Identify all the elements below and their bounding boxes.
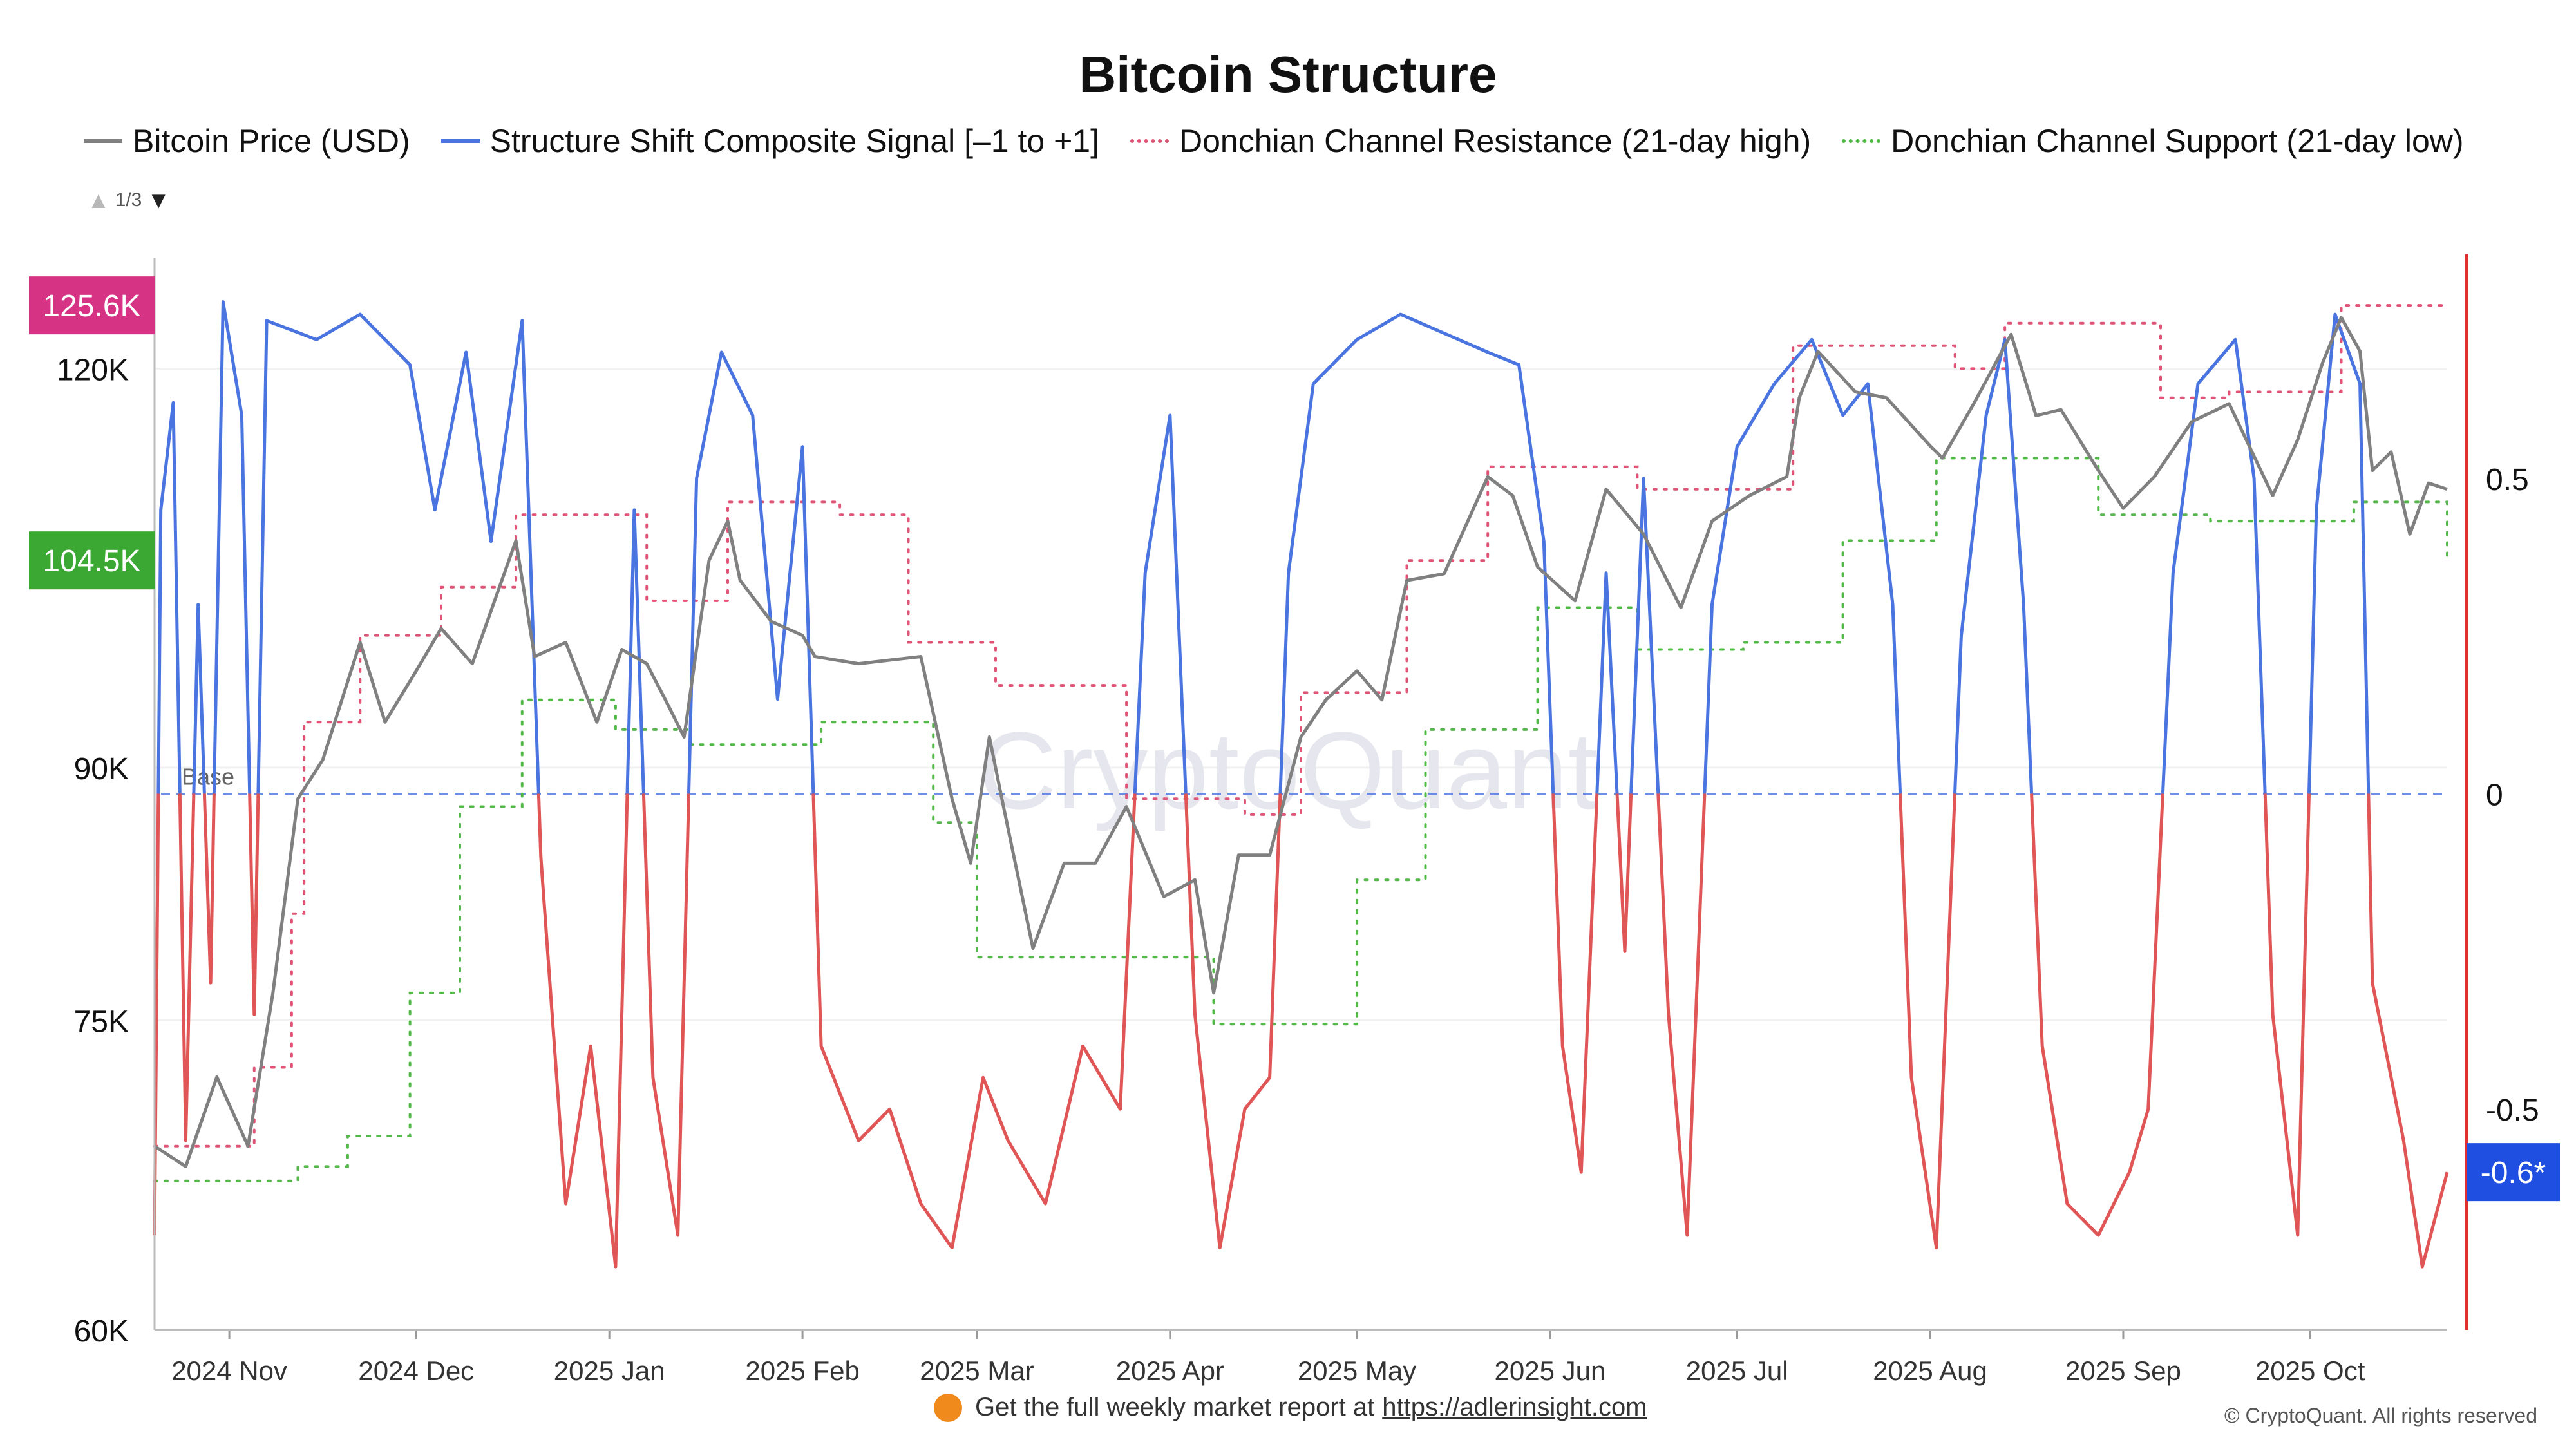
legend-label-resistance: Donchian Channel Resistance (21-day high… <box>1179 123 1812 159</box>
signal-line-negative <box>1615 793 1633 953</box>
price-line <box>153 316 2448 1168</box>
signal-line-negative <box>1899 793 1956 1250</box>
signal-line-negative <box>202 793 216 985</box>
grid-layer <box>155 367 2447 1331</box>
resistance-marker-label: 125.6K <box>43 289 140 323</box>
signal-line-positive <box>1703 337 1902 794</box>
x-tick-label-6: 2025 May <box>1298 1356 1416 1386</box>
support-line <box>153 457 2448 1182</box>
signal-line-positive <box>156 401 182 794</box>
signal-line-negative <box>811 793 1137 1250</box>
legend-swatch-signal <box>440 139 480 143</box>
x-tick-label-1: 2024 Dec <box>358 1356 474 1386</box>
signal-line-negative <box>536 793 629 1269</box>
x-tick-label-3: 2025 Feb <box>745 1356 859 1386</box>
y-tick-right-1: 0 <box>2486 779 2503 813</box>
footer-text: Get the full weekly market report at <box>975 1393 1375 1421</box>
signal-line-negative <box>2367 793 2449 1269</box>
x-tick-label-5: 2025 Apr <box>1116 1356 1224 1386</box>
pager-label: 1/3 <box>115 189 142 211</box>
legend-item-resistance[interactable]: Donchian Channel Resistance (21-day high… <box>1130 122 1811 160</box>
legend-label-signal: Structure Shift Composite Signal [–1 to … <box>489 123 1099 159</box>
x-tick-label-9: 2025 Aug <box>1873 1356 1987 1386</box>
signal-line-positive <box>687 350 815 794</box>
y-tick-left-1: 75K <box>74 1005 129 1039</box>
x-tick-label-10: 2025 Sep <box>2065 1356 2181 1386</box>
base-label: Base <box>182 764 234 790</box>
signal-marker-box <box>2467 1143 2560 1202</box>
legend-label-support: Donchian Channel Support (21-day low) <box>1891 123 2464 159</box>
signal-line-positive <box>212 300 252 794</box>
legend-item-signal[interactable]: Structure Shift Composite Signal [–1 to … <box>440 122 1099 160</box>
y-tick-left-3: 120K <box>57 353 129 387</box>
footer: Get the full weekly market report at htt… <box>934 1393 1647 1422</box>
marker-layer: 125.6K 104.5K -0.6* <box>29 276 2560 1202</box>
support-marker-box <box>29 531 155 590</box>
resistance-marker-box <box>29 276 155 335</box>
footer-link[interactable]: https://adlerinsight.com <box>1382 1393 1647 1421</box>
copyright: © CryptoQuant. All rights reserved <box>2224 1404 2537 1427</box>
watermark: CryptoQuant <box>978 710 1598 832</box>
legend-swatch-resistance <box>1130 139 1169 143</box>
y-tick-right-0: 0.5 <box>2486 463 2529 497</box>
x-tick-label-7: 2025 Jun <box>1495 1356 1606 1386</box>
signal-line-positive <box>1953 337 2034 794</box>
signal-line-positive <box>1278 312 1555 794</box>
x-tick-label-2: 2025 Jan <box>554 1356 665 1386</box>
legend-label-price: Bitcoin Price (USD) <box>133 123 410 159</box>
signal-marker-label: -0.6* <box>2481 1156 2546 1190</box>
signal-line-positive <box>1629 477 1660 794</box>
pager-down-icon[interactable]: ▼ <box>147 187 170 213</box>
signal-line-positive <box>625 508 645 794</box>
signal-line-negative <box>1656 793 1707 1237</box>
signal-line-negative <box>1551 793 1599 1174</box>
support-marker-label: 104.5K <box>43 544 140 578</box>
legend-item-price[interactable]: Bitcoin Price (USD) <box>84 122 410 160</box>
legend-item-support[interactable]: Donchian Channel Support (21-day low) <box>1842 122 2464 160</box>
signal-line-negative <box>248 793 260 1016</box>
signal-line-positive <box>256 312 540 794</box>
signal-line-positive <box>192 603 206 794</box>
series-layer: Base <box>153 300 2449 1269</box>
signal-line-negative <box>2263 793 2311 1237</box>
signal-line-negative <box>178 793 196 1142</box>
y-tick-right-2: -0.5 <box>2486 1094 2539 1128</box>
signal-line-positive <box>2307 312 2371 794</box>
x-tick-label-4: 2025 Mar <box>920 1356 1034 1386</box>
axis-layer: 60K 75K 90K 120K 0.5 0 -0.5 2024 Nov 2024 Dec 202… <box>57 254 2539 1386</box>
signal-line-positive <box>1133 413 1188 794</box>
signal-line-positive <box>1595 571 1619 794</box>
x-tick-label-8: 2025 Jul <box>1686 1356 1788 1386</box>
pager-up-icon[interactable]: ▲ <box>87 187 110 213</box>
legend-pager: ▲ 1/3 ▼ <box>87 187 170 214</box>
legend-swatch-price <box>84 139 122 143</box>
x-tick-label-11: 2025 Oct <box>2255 1356 2365 1386</box>
x-tick-label-0: 2024 Nov <box>171 1356 287 1386</box>
y-tick-left-0: 60K <box>74 1314 129 1349</box>
legend-swatch-support <box>1842 139 1881 143</box>
signal-line-negative <box>2030 793 2164 1237</box>
signal-line-negative <box>1184 793 1282 1250</box>
y-tick-left-2: 90K <box>74 752 129 786</box>
signal-line-negative <box>641 793 690 1237</box>
report-icon <box>934 1393 962 1422</box>
signal-line-positive <box>2161 337 2267 794</box>
legend: Bitcoin Price (USD) Structure Shift Comp… <box>84 122 2495 160</box>
chart-title: Bitcoin Structure <box>1079 46 1497 103</box>
